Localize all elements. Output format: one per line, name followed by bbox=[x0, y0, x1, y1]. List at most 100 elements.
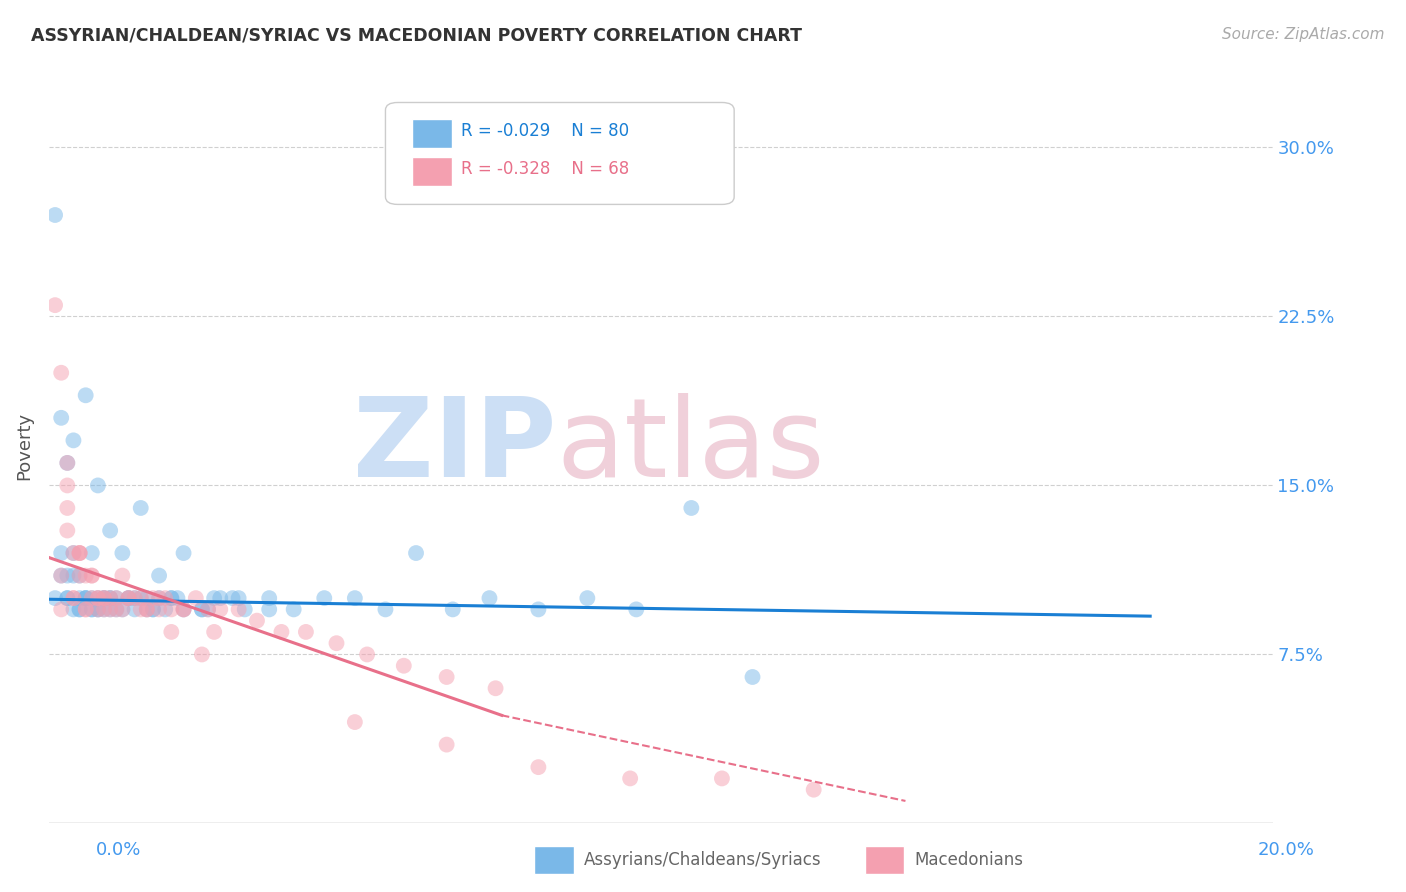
Point bbox=[87, 602, 110, 616]
Point bbox=[69, 546, 91, 560]
Point bbox=[62, 602, 84, 616]
Point bbox=[129, 500, 152, 515]
Point bbox=[56, 591, 79, 606]
Point bbox=[56, 591, 79, 606]
Point bbox=[93, 591, 115, 606]
Point bbox=[148, 591, 170, 606]
Point bbox=[191, 602, 214, 616]
Point bbox=[117, 591, 139, 606]
Point bbox=[233, 602, 256, 616]
Point bbox=[191, 648, 214, 662]
Point bbox=[44, 591, 66, 606]
Point bbox=[129, 602, 152, 616]
Point bbox=[87, 591, 110, 606]
Point bbox=[405, 546, 427, 560]
Point bbox=[111, 602, 134, 616]
Point bbox=[283, 602, 305, 616]
Point bbox=[93, 591, 115, 606]
Point bbox=[62, 434, 84, 448]
Point bbox=[51, 568, 73, 582]
Point bbox=[173, 546, 195, 560]
Point bbox=[51, 366, 73, 380]
Point bbox=[710, 772, 733, 786]
Point bbox=[129, 591, 152, 606]
Point bbox=[87, 591, 110, 606]
Point bbox=[80, 568, 103, 582]
Point bbox=[62, 546, 84, 560]
Point bbox=[209, 591, 232, 606]
FancyBboxPatch shape bbox=[412, 157, 451, 186]
Point bbox=[80, 602, 103, 616]
Point bbox=[44, 208, 66, 222]
Point bbox=[173, 602, 195, 616]
Point bbox=[117, 591, 139, 606]
Point bbox=[117, 591, 139, 606]
Point bbox=[148, 602, 170, 616]
Point bbox=[441, 602, 464, 616]
Text: R = -0.328    N = 68: R = -0.328 N = 68 bbox=[461, 160, 630, 178]
Point bbox=[93, 602, 115, 616]
Point bbox=[80, 546, 103, 560]
Point bbox=[56, 500, 79, 515]
Point bbox=[69, 546, 91, 560]
Point bbox=[51, 546, 73, 560]
Point bbox=[295, 624, 318, 639]
Point bbox=[105, 591, 128, 606]
Point bbox=[135, 591, 157, 606]
FancyBboxPatch shape bbox=[385, 103, 734, 204]
Y-axis label: Poverty: Poverty bbox=[15, 412, 32, 480]
Point bbox=[62, 568, 84, 582]
Text: 20.0%: 20.0% bbox=[1258, 840, 1315, 858]
Point bbox=[325, 636, 347, 650]
Point bbox=[98, 591, 121, 606]
Point bbox=[257, 591, 280, 606]
Point bbox=[135, 602, 157, 616]
Point bbox=[741, 670, 763, 684]
Point bbox=[69, 602, 91, 616]
Point bbox=[80, 591, 103, 606]
Point bbox=[142, 602, 165, 616]
Point bbox=[619, 772, 641, 786]
Point bbox=[135, 602, 157, 616]
Point bbox=[142, 602, 165, 616]
Point bbox=[98, 591, 121, 606]
Point bbox=[221, 591, 243, 606]
Point bbox=[681, 500, 703, 515]
Point bbox=[202, 624, 225, 639]
Point bbox=[343, 714, 366, 729]
Point bbox=[69, 568, 91, 582]
Point bbox=[105, 602, 128, 616]
Point bbox=[111, 602, 134, 616]
Point bbox=[75, 602, 97, 616]
Point bbox=[392, 658, 415, 673]
Point bbox=[105, 602, 128, 616]
Point bbox=[124, 591, 146, 606]
Point bbox=[135, 602, 157, 616]
FancyBboxPatch shape bbox=[412, 120, 451, 148]
Text: 0.0%: 0.0% bbox=[96, 840, 141, 858]
Text: ZIP: ZIP bbox=[353, 392, 557, 500]
Point bbox=[69, 546, 91, 560]
Point bbox=[44, 298, 66, 312]
Point bbox=[436, 738, 458, 752]
Point bbox=[93, 591, 115, 606]
Point bbox=[56, 568, 79, 582]
Point bbox=[51, 410, 73, 425]
Point bbox=[173, 602, 195, 616]
Point bbox=[98, 524, 121, 538]
Point bbox=[228, 591, 250, 606]
Point bbox=[160, 591, 183, 606]
Point bbox=[62, 546, 84, 560]
Point bbox=[80, 568, 103, 582]
Point bbox=[75, 591, 97, 606]
Point bbox=[478, 591, 501, 606]
Point bbox=[75, 591, 97, 606]
Point bbox=[124, 602, 146, 616]
Point bbox=[343, 591, 366, 606]
Point bbox=[129, 591, 152, 606]
Point bbox=[803, 782, 825, 797]
Point bbox=[87, 591, 110, 606]
Point bbox=[51, 602, 73, 616]
Point bbox=[80, 591, 103, 606]
Point bbox=[69, 602, 91, 616]
